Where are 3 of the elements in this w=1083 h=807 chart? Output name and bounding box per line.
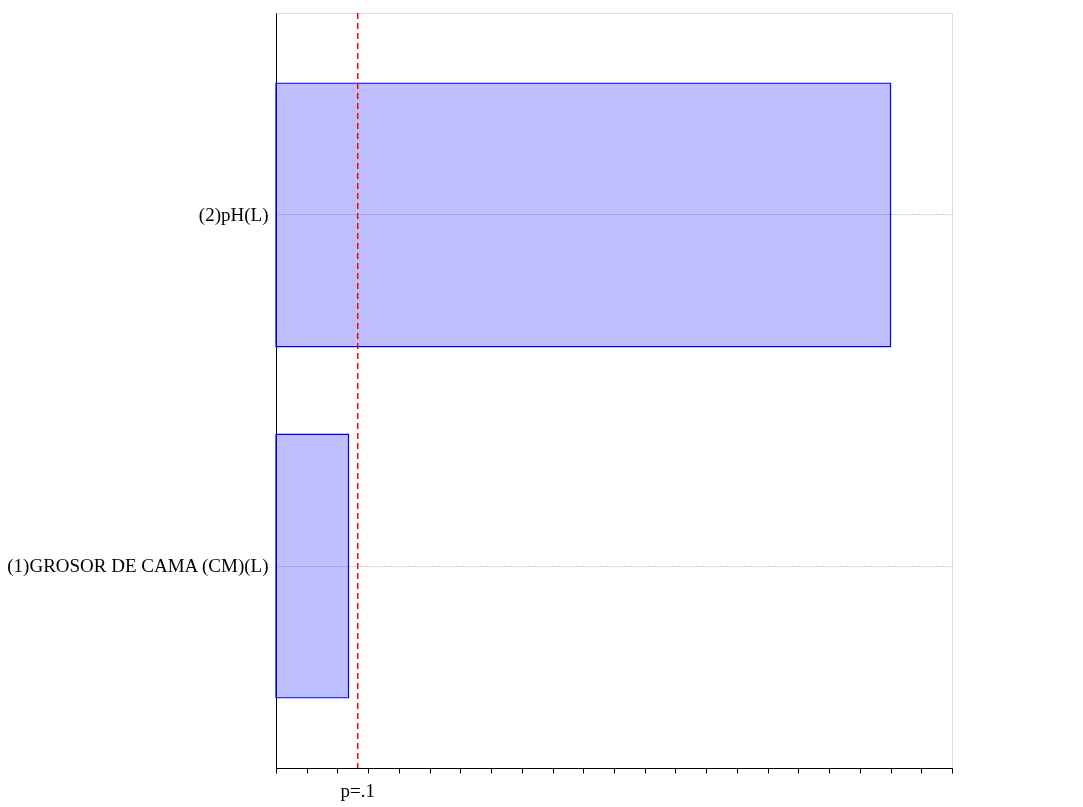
y-tick-label: (1)GROSOR DE CAMA (CM)(L) — [7, 555, 269, 578]
ref-line-label: p=.1 — [340, 780, 375, 801]
y-tick-label: (2)pH(L) — [198, 203, 269, 226]
